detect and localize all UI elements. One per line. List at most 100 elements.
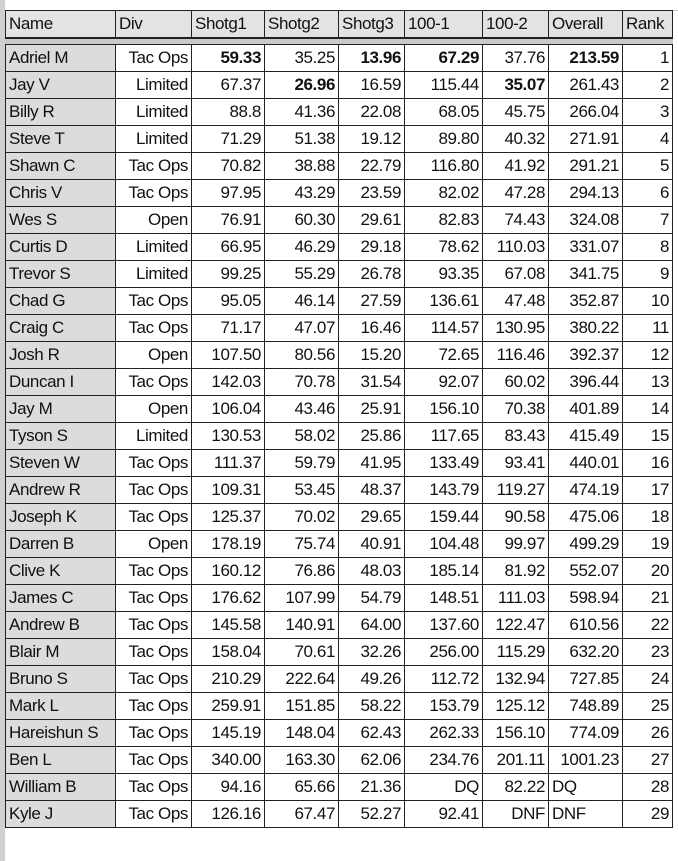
cell-rank[interactable]: 16 — [622, 449, 673, 477]
cell-100-1[interactable]: 112.72 — [404, 665, 483, 693]
cell-shotg2[interactable]: 67.47 — [264, 800, 339, 828]
cell-shotg1[interactable]: 142.03 — [191, 368, 265, 396]
cell-shotg2[interactable]: 163.30 — [264, 746, 339, 774]
cell-100-2[interactable]: 41.92 — [482, 152, 549, 180]
cell-100-2[interactable]: 47.28 — [482, 179, 549, 207]
cell-shotg2[interactable]: 46.14 — [264, 287, 339, 315]
cell-rank[interactable]: 27 — [622, 746, 673, 774]
cell-div[interactable]: Tac Ops — [115, 719, 192, 747]
cell-100-2[interactable]: 70.38 — [482, 395, 549, 423]
cell-shotg2[interactable]: 60.30 — [264, 206, 339, 234]
cell-overall[interactable]: 598.94 — [548, 584, 623, 612]
cell-name[interactable]: Steve T — [5, 125, 116, 153]
cell-div[interactable]: Tac Ops — [115, 584, 192, 612]
cell-100-1[interactable]: 185.14 — [404, 557, 483, 585]
cell-100-1[interactable]: 92.41 — [404, 800, 483, 828]
cell-shotg2[interactable]: 51.38 — [264, 125, 339, 153]
cell-name[interactable]: Chris V — [5, 179, 116, 207]
cell-100-1[interactable]: 133.49 — [404, 449, 483, 477]
column-header-rank[interactable]: Rank — [622, 10, 673, 39]
cell-overall[interactable]: 401.89 — [548, 395, 623, 423]
cell-shotg3[interactable]: 64.00 — [338, 611, 405, 639]
cell-name[interactable]: Darren B — [5, 530, 116, 558]
cell-100-2[interactable]: 93.41 — [482, 449, 549, 477]
cell-100-2[interactable]: DNF — [482, 800, 549, 828]
cell-shotg2[interactable]: 43.46 — [264, 395, 339, 423]
cell-name[interactable]: Tyson S — [5, 422, 116, 450]
cell-shotg1[interactable]: 340.00 — [191, 746, 265, 774]
cell-overall[interactable]: 552.07 — [548, 557, 623, 585]
cell-overall[interactable]: 261.43 — [548, 71, 623, 99]
cell-100-2[interactable]: 37.76 — [482, 44, 549, 72]
cell-shotg1[interactable]: 125.37 — [191, 503, 265, 531]
cell-100-2[interactable]: 60.02 — [482, 368, 549, 396]
cell-overall[interactable]: 474.19 — [548, 476, 623, 504]
cell-name[interactable]: Kyle J — [5, 800, 116, 828]
cell-shotg1[interactable]: 259.91 — [191, 692, 265, 720]
cell-shotg2[interactable]: 75.74 — [264, 530, 339, 558]
cell-rank[interactable]: 26 — [622, 719, 673, 747]
cell-100-2[interactable]: 132.94 — [482, 665, 549, 693]
cell-shotg1[interactable]: 76.91 — [191, 206, 265, 234]
cell-div[interactable]: Tac Ops — [115, 692, 192, 720]
cell-div[interactable]: Tac Ops — [115, 287, 192, 315]
cell-div[interactable]: Tac Ops — [115, 503, 192, 531]
cell-100-1[interactable]: 143.79 — [404, 476, 483, 504]
cell-100-1[interactable]: 115.44 — [404, 71, 483, 99]
cell-shotg2[interactable]: 70.61 — [264, 638, 339, 666]
cell-shotg2[interactable]: 26.96 — [264, 71, 339, 99]
cell-rank[interactable]: 6 — [622, 179, 673, 207]
cell-name[interactable]: Mark L — [5, 692, 116, 720]
cell-name[interactable]: Duncan I — [5, 368, 116, 396]
cell-shotg3[interactable]: 49.26 — [338, 665, 405, 693]
cell-name[interactable]: James C — [5, 584, 116, 612]
cell-rank[interactable]: 17 — [622, 476, 673, 504]
cell-div[interactable]: Tac Ops — [115, 44, 192, 72]
cell-shotg2[interactable]: 59.79 — [264, 449, 339, 477]
cell-100-1[interactable]: 82.83 — [404, 206, 483, 234]
cell-shotg3[interactable]: 15.20 — [338, 341, 405, 369]
cell-100-2[interactable]: 156.10 — [482, 719, 549, 747]
cell-shotg1[interactable]: 145.58 — [191, 611, 265, 639]
cell-div[interactable]: Tac Ops — [115, 773, 192, 801]
cell-div[interactable]: Tac Ops — [115, 152, 192, 180]
cell-div[interactable]: Limited — [115, 125, 192, 153]
cell-shotg2[interactable]: 38.88 — [264, 152, 339, 180]
cell-overall[interactable]: DNF — [548, 800, 623, 828]
cell-overall[interactable]: DQ — [548, 773, 623, 801]
cell-overall[interactable]: 727.85 — [548, 665, 623, 693]
cell-100-2[interactable]: 122.47 — [482, 611, 549, 639]
cell-overall[interactable]: 415.49 — [548, 422, 623, 450]
cell-shotg1[interactable]: 70.82 — [191, 152, 265, 180]
cell-100-2[interactable]: 130.95 — [482, 314, 549, 342]
cell-100-2[interactable]: 201.11 — [482, 746, 549, 774]
cell-name[interactable]: Joseph K — [5, 503, 116, 531]
cell-div[interactable]: Tac Ops — [115, 476, 192, 504]
cell-shotg1[interactable]: 176.62 — [191, 584, 265, 612]
cell-shotg3[interactable]: 22.08 — [338, 98, 405, 126]
cell-overall[interactable]: 352.87 — [548, 287, 623, 315]
cell-rank[interactable]: 24 — [622, 665, 673, 693]
cell-100-1[interactable]: 159.44 — [404, 503, 483, 531]
cell-div[interactable]: Limited — [115, 71, 192, 99]
cell-overall[interactable]: 499.29 — [548, 530, 623, 558]
cell-name[interactable]: Jay V — [5, 71, 116, 99]
cell-name[interactable]: Bruno S — [5, 665, 116, 693]
cell-rank[interactable]: 12 — [622, 341, 673, 369]
cell-div[interactable]: Tac Ops — [115, 800, 192, 828]
cell-shotg2[interactable]: 53.45 — [264, 476, 339, 504]
cell-100-1[interactable]: 234.76 — [404, 746, 483, 774]
cell-shotg1[interactable]: 99.25 — [191, 260, 265, 288]
cell-100-2[interactable]: 115.29 — [482, 638, 549, 666]
cell-shotg2[interactable]: 70.02 — [264, 503, 339, 531]
cell-shotg2[interactable]: 58.02 — [264, 422, 339, 450]
cell-shotg3[interactable]: 29.61 — [338, 206, 405, 234]
cell-100-1[interactable]: 67.29 — [404, 44, 483, 72]
column-header-div[interactable]: Div — [115, 10, 192, 39]
cell-100-1[interactable]: 137.60 — [404, 611, 483, 639]
cell-name[interactable]: Craig C — [5, 314, 116, 342]
cell-name[interactable]: Jay M — [5, 395, 116, 423]
cell-shotg3[interactable]: 23.59 — [338, 179, 405, 207]
cell-div[interactable]: Tac Ops — [115, 665, 192, 693]
cell-rank[interactable]: 1 — [622, 44, 673, 72]
